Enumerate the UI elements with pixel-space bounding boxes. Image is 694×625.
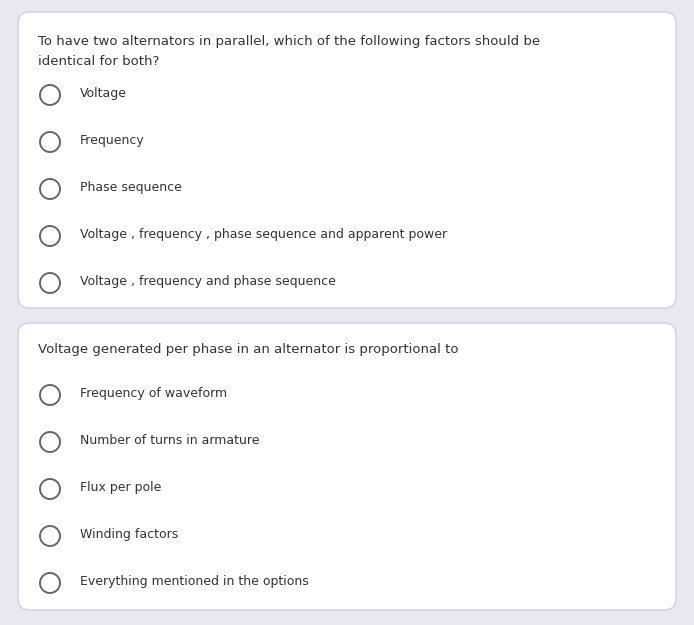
- Text: Phase sequence: Phase sequence: [80, 181, 182, 194]
- Text: Frequency of waveform: Frequency of waveform: [80, 387, 227, 400]
- Text: Voltage: Voltage: [80, 87, 127, 100]
- Text: Voltage generated per phase in an alternator is proportional to: Voltage generated per phase in an altern…: [38, 343, 459, 356]
- Text: Winding factors: Winding factors: [80, 528, 178, 541]
- FancyBboxPatch shape: [18, 12, 676, 308]
- Text: Frequency: Frequency: [80, 134, 145, 147]
- Text: Flux per pole: Flux per pole: [80, 481, 162, 494]
- FancyBboxPatch shape: [18, 323, 676, 610]
- Text: Voltage , frequency and phase sequence: Voltage , frequency and phase sequence: [80, 275, 336, 288]
- Text: Voltage , frequency , phase sequence and apparent power: Voltage , frequency , phase sequence and…: [80, 228, 447, 241]
- Text: identical for both?: identical for both?: [38, 55, 160, 68]
- Text: To have two alternators in parallel, which of the following factors should be: To have two alternators in parallel, whi…: [38, 35, 540, 48]
- Text: Everything mentioned in the options: Everything mentioned in the options: [80, 575, 309, 588]
- Text: Number of turns in armature: Number of turns in armature: [80, 434, 260, 447]
